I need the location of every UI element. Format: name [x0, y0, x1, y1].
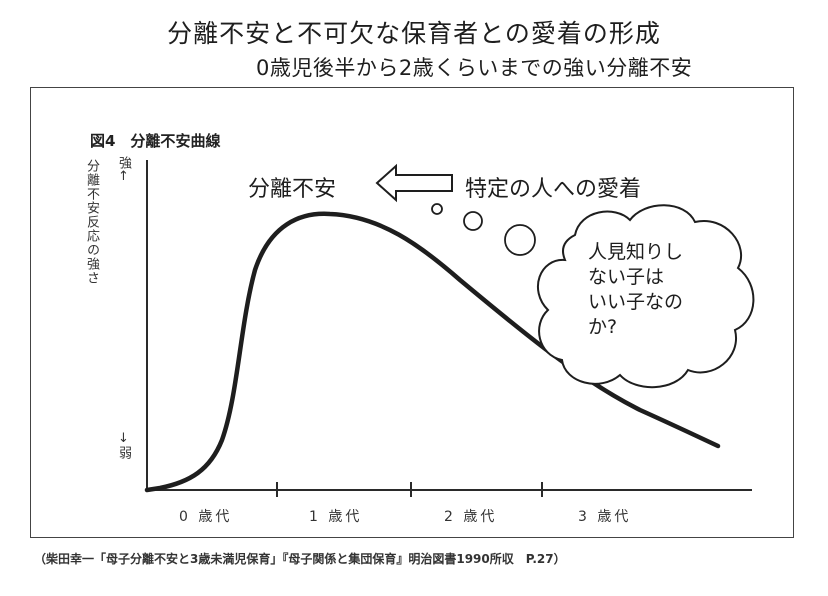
y-axis-label: 分離不安反応の強さ: [84, 159, 99, 285]
thought-bubble-dot-small: [431, 203, 443, 215]
x-tick-label-0: 0 歳代: [179, 509, 233, 525]
page-subtitle: 0歳児後半から2歳くらいまでの強い分離不安: [256, 56, 693, 80]
thought-bubble-text: 人見知りし ない子は いい子なの か?: [588, 240, 728, 340]
thought-bubble-cloud: [537, 204, 755, 389]
thought-bubble-dot-medium: [463, 211, 483, 231]
y-axis-strong-label: 強↑: [116, 156, 131, 184]
y-axis-weak-label: ↓弱: [116, 431, 131, 459]
x-tick-label-1: 1 歳代: [309, 509, 363, 525]
thought-line-2: ない子は: [588, 266, 665, 288]
thought-bubble-dot-large: [504, 224, 536, 256]
x-tick-label-2: 2 歳代: [444, 509, 498, 525]
page-title: 分離不安と不可欠な保育者との愛着の形成: [167, 19, 661, 48]
separation-anxiety-callout: 分離不安: [248, 177, 337, 202]
thought-line-4: か?: [588, 316, 618, 338]
thought-line-3: いい子なの: [588, 291, 684, 313]
thought-line-1: 人見知りし: [588, 241, 684, 263]
x-tick-label-3: 3 歳代: [578, 509, 632, 525]
anxiety-curve: [144, 211, 721, 493]
figure-label: 図4 分離不安曲線: [90, 132, 221, 150]
attachment-callout: 特定の人への愛着: [465, 177, 642, 202]
left-arrow-icon: [375, 163, 453, 203]
source-citation: （柴田幸一「母子分離不安と3歳未満児保育」『母子関係と集団保育』明治図書1990…: [34, 552, 566, 566]
figure-panel: [30, 87, 794, 538]
